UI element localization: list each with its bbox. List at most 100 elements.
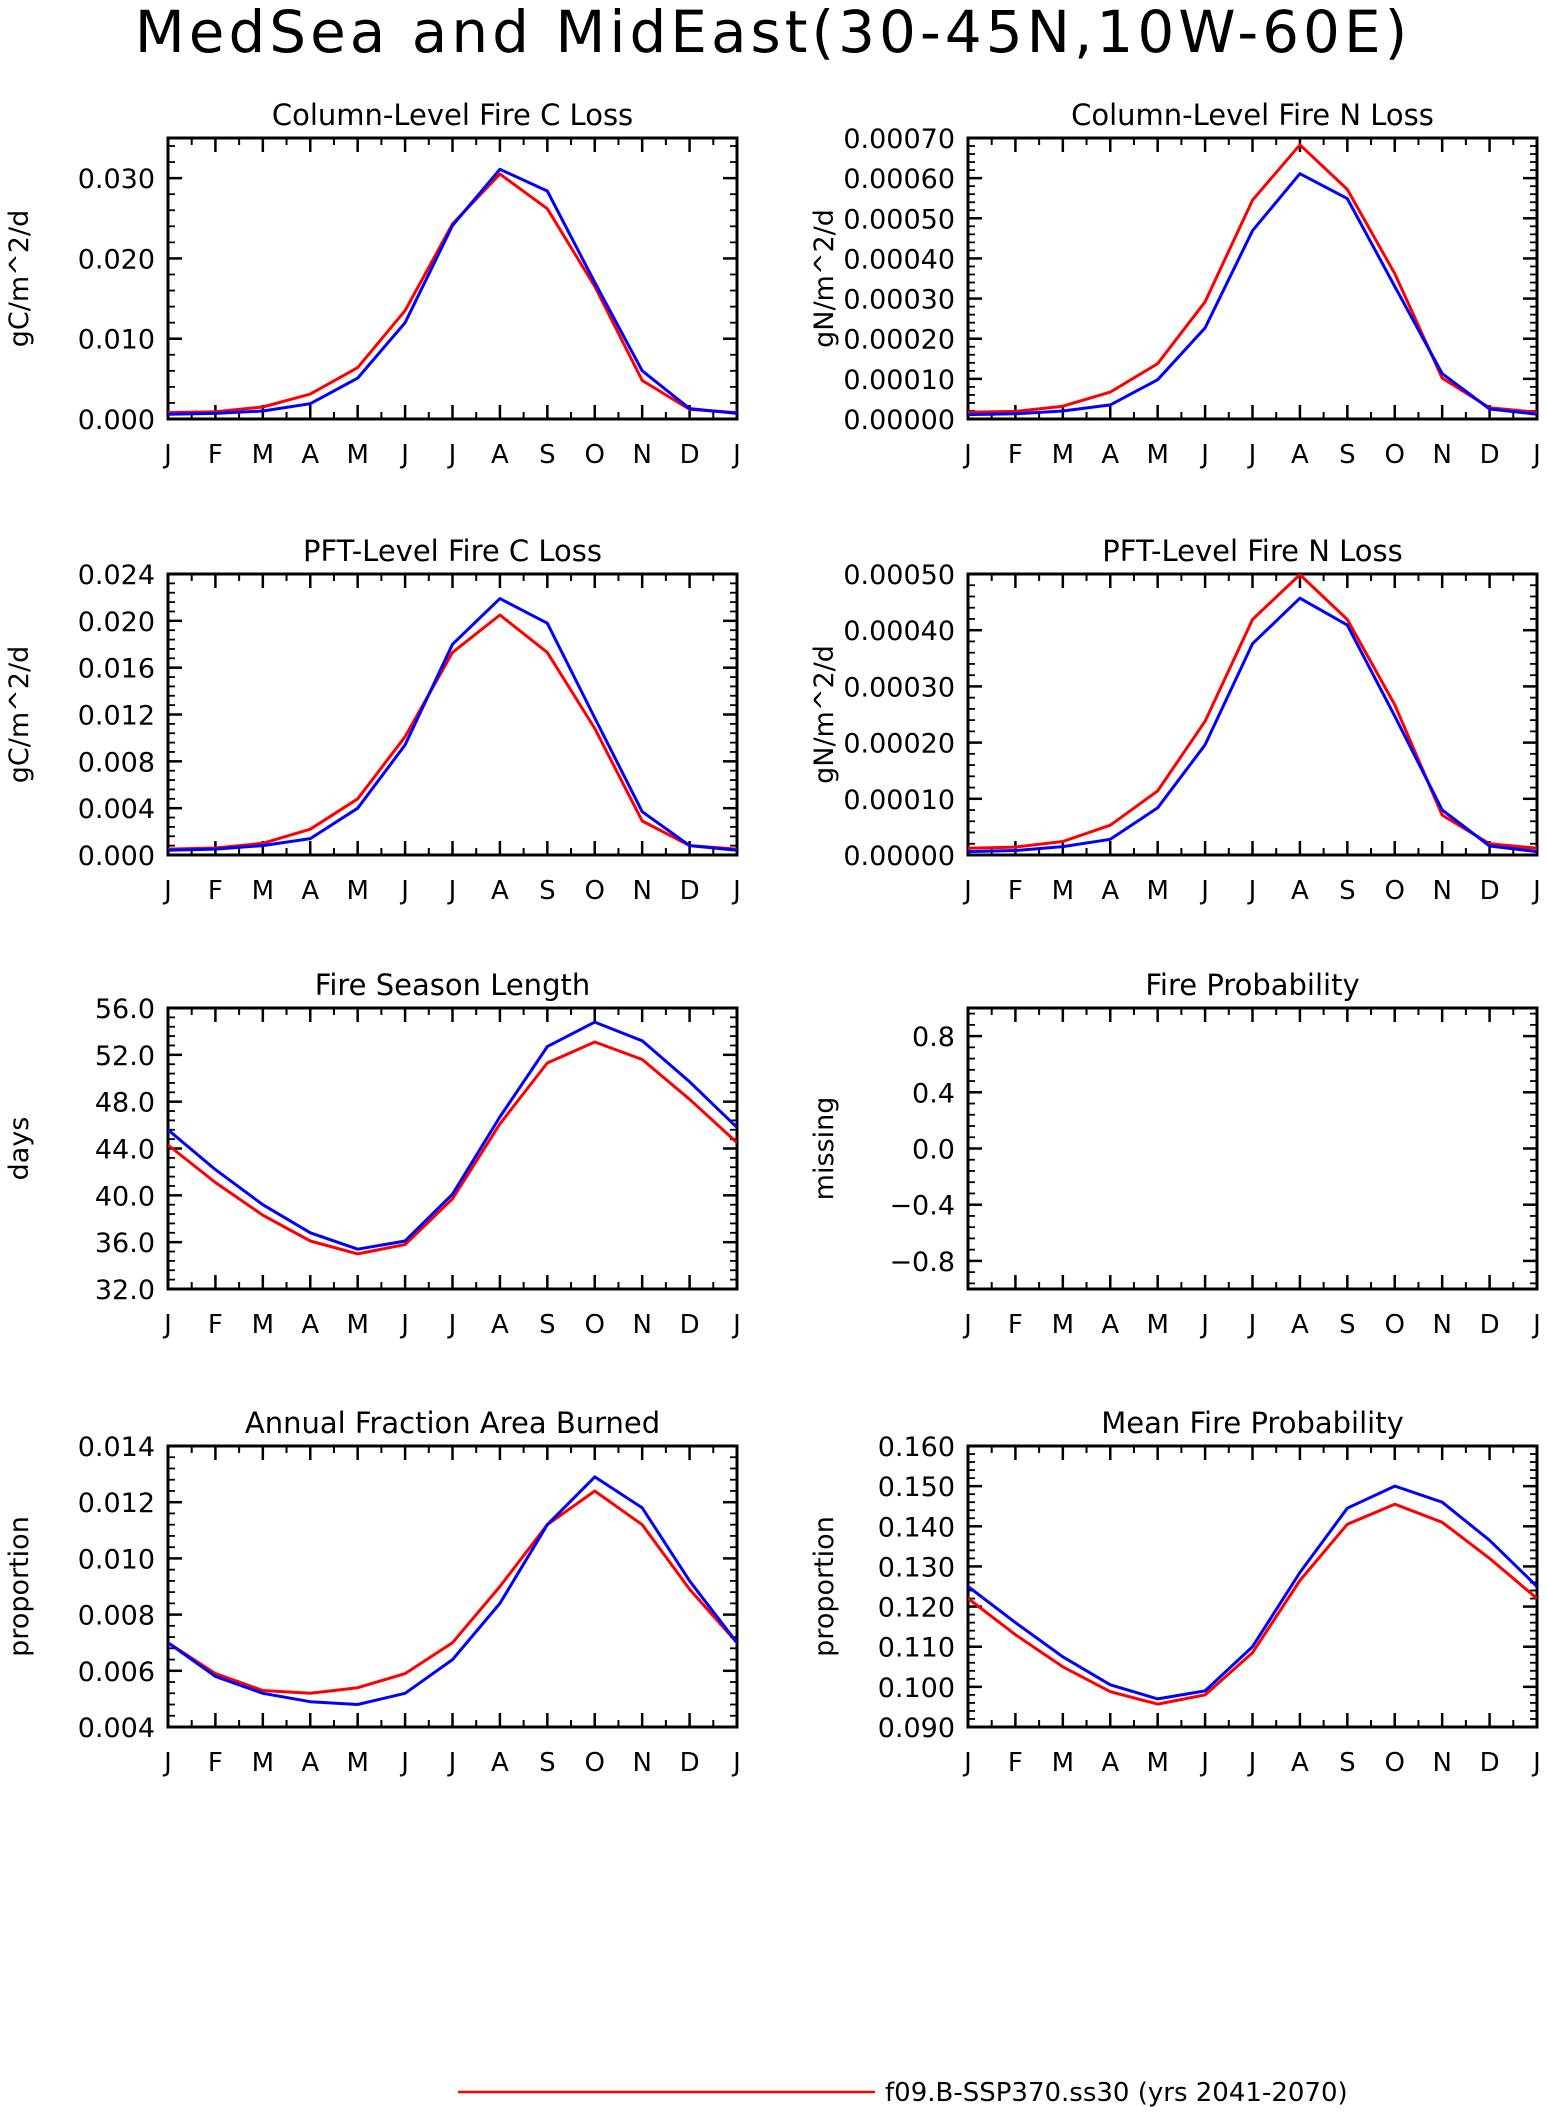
series-line-2: [168, 1020, 737, 1251]
x-tick-label: J: [1199, 876, 1209, 906]
y-tick-label: 0.8: [912, 1022, 955, 1053]
y-axis-label: days: [4, 1117, 35, 1181]
x-tick-label: J: [962, 440, 972, 470]
y-tick-label: 0.010: [78, 1544, 155, 1575]
x-tick-label: J: [962, 876, 972, 906]
panel-title: Column-Level Fire N Loss: [1071, 98, 1434, 132]
x-tick-label: J: [399, 1310, 409, 1340]
x-tick-label: O: [1385, 1310, 1405, 1340]
y-tick-label: 0.00000: [843, 405, 955, 436]
y-tick-label: 0.008: [78, 747, 155, 778]
y-tick-label: 0.006: [78, 1657, 155, 1688]
x-tick-label: D: [680, 1310, 700, 1340]
x-tick-label: O: [585, 876, 605, 906]
series-line-1: [168, 1040, 737, 1256]
x-tick-label: J: [1247, 1748, 1257, 1778]
series-line-1: [968, 574, 1537, 850]
y-tick-label: 0.004: [78, 1713, 155, 1744]
y-tick-label: 0.00060: [843, 164, 955, 195]
x-tick-label: A: [301, 440, 319, 470]
x-tick-label: O: [1385, 1748, 1405, 1778]
x-tick-label: F: [208, 876, 223, 906]
y-tick-label: 0.008: [78, 1601, 155, 1632]
y-axis-label: gN/m^2/d: [809, 645, 840, 784]
y-tick-label: 0.00010: [843, 785, 955, 816]
y-tick-label: −0.8: [889, 1247, 955, 1278]
x-tick-label: J: [731, 1310, 741, 1340]
y-tick-label: 0.140: [878, 1512, 955, 1543]
y-tick-label: 48.0: [95, 1088, 155, 1119]
x-tick-label: D: [1480, 1310, 1500, 1340]
series-line-2: [968, 1484, 1537, 1701]
x-tick-label: O: [585, 1748, 605, 1778]
x-tick-label: J: [962, 1310, 972, 1340]
x-tick-label: M: [346, 1310, 368, 1340]
x-tick-label: N: [632, 440, 651, 470]
plot-frame: [166, 572, 739, 857]
x-tick-label: A: [1101, 876, 1119, 906]
x-tick-label: N: [632, 1748, 651, 1778]
x-tick-label: A: [301, 1748, 319, 1778]
panel-title: Mean Fire Probability: [1101, 1406, 1404, 1440]
x-tick-label: A: [1101, 440, 1119, 470]
x-tick-label: J: [162, 876, 172, 906]
x-tick-label: O: [1385, 876, 1405, 906]
y-tick-label: 0.016: [78, 654, 155, 685]
x-tick-label: J: [447, 1310, 457, 1340]
x-tick-label: M: [1052, 440, 1074, 470]
series-line-2: [168, 597, 737, 852]
x-tick-label: M: [252, 876, 274, 906]
x-tick-label: J: [447, 1748, 457, 1778]
x-tick-label: F: [1008, 876, 1023, 906]
x-tick-label: A: [491, 1748, 509, 1778]
panel-fire-season-length: J F M A M J J A S O N D J32.036.040.044.048.052.056.…: [4, 968, 741, 1340]
series-line-2: [968, 596, 1537, 854]
x-tick-label: D: [1480, 876, 1500, 906]
x-tick-label: F: [208, 1310, 223, 1340]
plot-frame: [966, 572, 1539, 857]
x-tick-label: O: [585, 1310, 605, 1340]
x-tick-label: M: [252, 1748, 274, 1778]
x-tick-label: J: [1199, 1310, 1209, 1340]
y-tick-label: 0.100: [878, 1673, 955, 1704]
x-tick-label: J: [399, 876, 409, 906]
x-tick-label: A: [1101, 1748, 1119, 1778]
x-tick-label: S: [1339, 876, 1356, 906]
x-tick-label: M: [346, 876, 368, 906]
panel-annual-fraction-area-burned: J F M A M J J A S O N D J0.0040.0060.0080.0100.0120.…: [4, 1406, 741, 1778]
y-tick-label: 36.0: [95, 1228, 155, 1259]
y-tick-label: 0.110: [878, 1633, 955, 1664]
x-tick-label: S: [1339, 1310, 1356, 1340]
x-tick-label: S: [1339, 1748, 1356, 1778]
panel-title: Fire Season Length: [315, 968, 590, 1002]
y-tick-label: 0.000: [78, 841, 155, 872]
x-tick-label: J: [447, 440, 457, 470]
y-tick-label: 52.0: [95, 1041, 155, 1072]
x-tick-label: J: [447, 876, 457, 906]
y-tick-label: 0.010: [78, 325, 155, 356]
y-tick-label: 0.024: [78, 560, 155, 591]
x-tick-label: J: [1199, 1748, 1209, 1778]
x-tick-label: F: [208, 440, 223, 470]
x-tick-label: J: [399, 440, 409, 470]
y-tick-label: 0.00040: [843, 616, 955, 647]
x-tick-label: A: [1291, 1310, 1309, 1340]
x-tick-label: A: [491, 876, 509, 906]
x-tick-label: A: [301, 1310, 319, 1340]
y-tick-label: 0.012: [78, 1488, 155, 1519]
x-tick-label: D: [680, 876, 700, 906]
x-tick-label: N: [1432, 1748, 1451, 1778]
x-tick-label: J: [1531, 440, 1541, 470]
panel-mean-fire-probability: J F M A M J J A S O N D J0.0900.1000.1100.1200.1300.…: [809, 1406, 1541, 1778]
panel-pft-level-fire-c-loss: J F M A M J J A S O N D J0.0000.0040.0080.0120.0160.…: [4, 534, 741, 906]
panel-title: Fire Probability: [1145, 968, 1359, 1002]
y-tick-label: 44.0: [95, 1135, 155, 1166]
x-tick-label: F: [208, 1748, 223, 1778]
y-tick-label: 0.030: [78, 164, 155, 195]
y-tick-label: 0.00050: [843, 560, 955, 591]
figure-title: MedSea and MidEast(30-45N,10W-60E): [135, 0, 1412, 66]
x-tick-label: N: [632, 876, 651, 906]
x-tick-label: M: [1146, 1310, 1168, 1340]
series-line-1: [168, 1489, 737, 1695]
